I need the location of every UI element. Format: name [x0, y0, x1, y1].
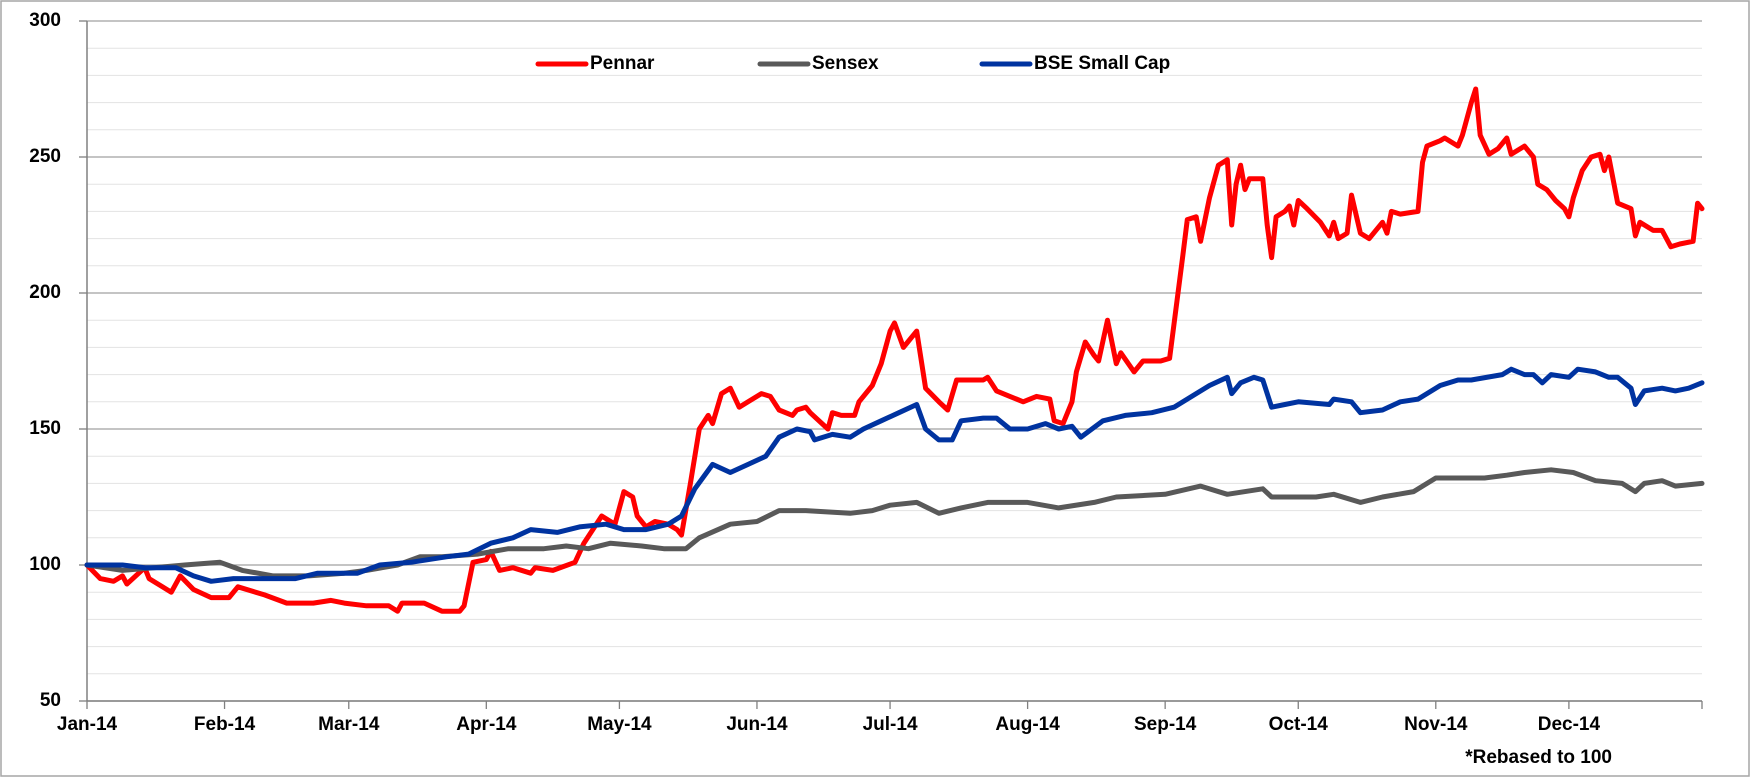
x-tick-label: Sep-14 — [1134, 714, 1197, 735]
series-line — [84, 366, 1705, 584]
y-tick-label: 250 — [29, 146, 61, 167]
legend-label: BSE Small Cap — [1034, 53, 1170, 74]
y-tick-label: 50 — [40, 690, 61, 711]
y-tick-label: 100 — [29, 554, 61, 575]
x-tick-label: Feb-14 — [194, 714, 256, 735]
x-tick-label: Mar-14 — [318, 714, 380, 735]
series-line — [84, 86, 1705, 614]
x-tick-label: Jan-14 — [57, 714, 118, 735]
y-tick-label: 300 — [29, 10, 61, 31]
x-tick-label: Apr-14 — [456, 714, 517, 735]
x-tick-label: Dec-14 — [1538, 714, 1601, 735]
y-tick-label: 200 — [29, 282, 61, 303]
x-tick-label: Nov-14 — [1404, 714, 1468, 735]
x-tick-label: May-14 — [587, 714, 652, 735]
x-tick-label: Oct-14 — [1269, 714, 1329, 735]
legend-label: Pennar — [590, 53, 655, 74]
x-tick-label: Jul-14 — [863, 714, 918, 735]
annotation: *Rebased to 100 — [1465, 747, 1612, 768]
y-tick-label: 150 — [29, 418, 61, 439]
x-tick-label: Jun-14 — [726, 714, 788, 735]
legend-label: Sensex — [812, 53, 879, 74]
x-tick-label: Aug-14 — [995, 714, 1060, 735]
